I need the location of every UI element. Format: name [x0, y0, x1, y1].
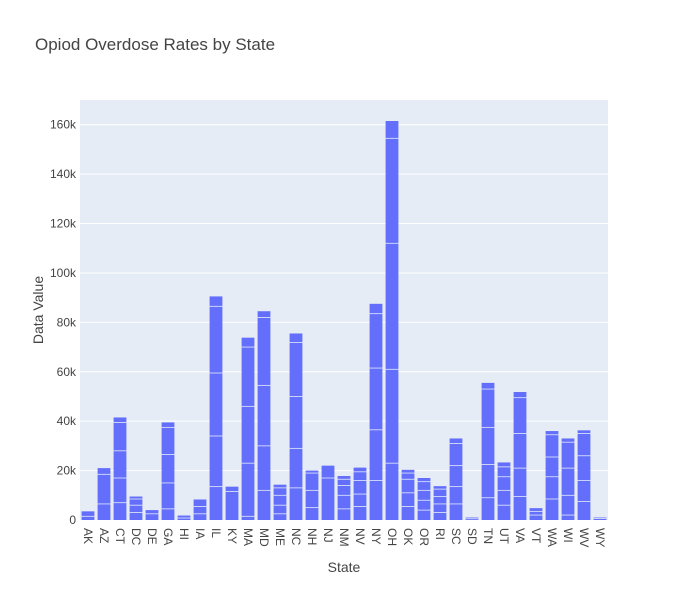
bar-ny[interactable]: [369, 303, 383, 520]
x-tick-label-tn: TN: [481, 528, 495, 544]
x-tick-label-wy: WY: [593, 528, 607, 547]
bar-wv[interactable]: [577, 430, 591, 520]
bar-nj[interactable]: [321, 465, 335, 520]
bar-tn[interactable]: [481, 382, 495, 520]
x-tick-label-nc: NC: [289, 528, 303, 546]
x-tick-label-ky: KY: [225, 528, 239, 544]
y-tick-label: 40k: [57, 414, 77, 428]
x-tick-label-ia: IA: [193, 528, 207, 539]
bar-oh[interactable]: [385, 121, 399, 520]
y-tick-label: 80k: [57, 315, 77, 329]
bar-nm[interactable]: [337, 476, 351, 520]
bar-il[interactable]: [209, 296, 223, 520]
x-tick-label-me: ME: [273, 528, 287, 546]
bar-ri[interactable]: [433, 486, 447, 520]
y-axis-ticks: 0 20k 40k 60k 80k 100k 120k 140k 160k: [50, 118, 77, 527]
bar-vt[interactable]: [529, 508, 543, 520]
bar-ga[interactable]: [161, 422, 175, 520]
bar-nh[interactable]: [305, 470, 319, 520]
x-tick-label-de: DE: [145, 528, 159, 545]
bars: [81, 121, 607, 520]
bar-de[interactable]: [145, 510, 159, 520]
x-tick-label-hi: HI: [177, 528, 191, 540]
x-tick-label-ct: CT: [113, 528, 127, 545]
y-tick-label: 140k: [50, 167, 77, 181]
bar-ma[interactable]: [241, 337, 255, 520]
bar-ct[interactable]: [113, 417, 127, 520]
x-tick-label-ri: RI: [433, 528, 447, 540]
x-tick-label-nm: NM: [337, 528, 351, 547]
x-tick-label-ma: MA: [241, 528, 255, 546]
x-tick-label-nh: NH: [305, 528, 319, 545]
plot-area: [80, 100, 608, 520]
x-tick-label-ok: OK: [401, 528, 415, 545]
x-tick-label-ny: NY: [369, 528, 383, 545]
x-tick-label-or: OR: [417, 528, 431, 546]
x-tick-label-ak: AK: [81, 528, 95, 544]
bar-nc[interactable]: [289, 333, 303, 520]
bar-ok[interactable]: [401, 469, 415, 520]
bar-va[interactable]: [513, 392, 527, 520]
x-tick-label-md: MD: [257, 528, 271, 547]
x-tick-label-va: VA: [513, 528, 527, 543]
x-tick-label-ga: GA: [161, 528, 175, 545]
x-tick-label-az: AZ: [97, 528, 111, 543]
x-tick-label-nj: NJ: [321, 528, 335, 543]
y-axis-title: Data Value: [30, 276, 46, 344]
bar-az[interactable]: [97, 468, 111, 520]
bar-ky[interactable]: [225, 486, 239, 520]
bar-wa[interactable]: [545, 431, 559, 520]
gridlines: [80, 124, 608, 472]
x-tick-label-wv: WV: [577, 528, 591, 547]
x-tick-label-wa: WA: [545, 528, 559, 547]
y-tick-label: 0: [69, 513, 76, 527]
x-axis-ticks: AK AZ CT DC DE GA HI IA IL KY MA MD ME NC NH NJ NM NV NY OH…: [81, 528, 607, 547]
y-tick-label: 160k: [50, 118, 77, 132]
x-tick-label-wi: WI: [561, 528, 575, 543]
x-axis-title: State: [328, 559, 361, 575]
y-tick-label: 100k: [50, 266, 77, 280]
bar-or[interactable]: [417, 478, 431, 520]
chart-title: Opiod Overdose Rates by State: [35, 35, 275, 54]
bar-dc[interactable]: [129, 496, 143, 520]
x-tick-label-il: IL: [209, 528, 223, 538]
x-tick-label-sd: SD: [465, 528, 479, 545]
x-tick-label-ut: UT: [497, 528, 511, 545]
x-tick-label-vt: VT: [529, 528, 543, 544]
bar-ak[interactable]: [81, 511, 95, 520]
x-tick-label-sc: SC: [449, 528, 463, 545]
x-tick-label-oh: OH: [385, 528, 399, 546]
bar-ut[interactable]: [497, 462, 511, 520]
y-tick-label: 60k: [57, 365, 77, 379]
y-tick-label: 120k: [50, 217, 77, 231]
y-tick-label: 20k: [57, 464, 77, 478]
bar-md[interactable]: [257, 311, 271, 520]
x-tick-label-dc: DC: [129, 528, 143, 546]
bar-wi[interactable]: [561, 438, 575, 520]
bar-me[interactable]: [273, 484, 287, 520]
bar-sc[interactable]: [449, 438, 463, 520]
x-tick-label-nv: NV: [353, 528, 367, 545]
bar-ia[interactable]: [193, 499, 207, 520]
